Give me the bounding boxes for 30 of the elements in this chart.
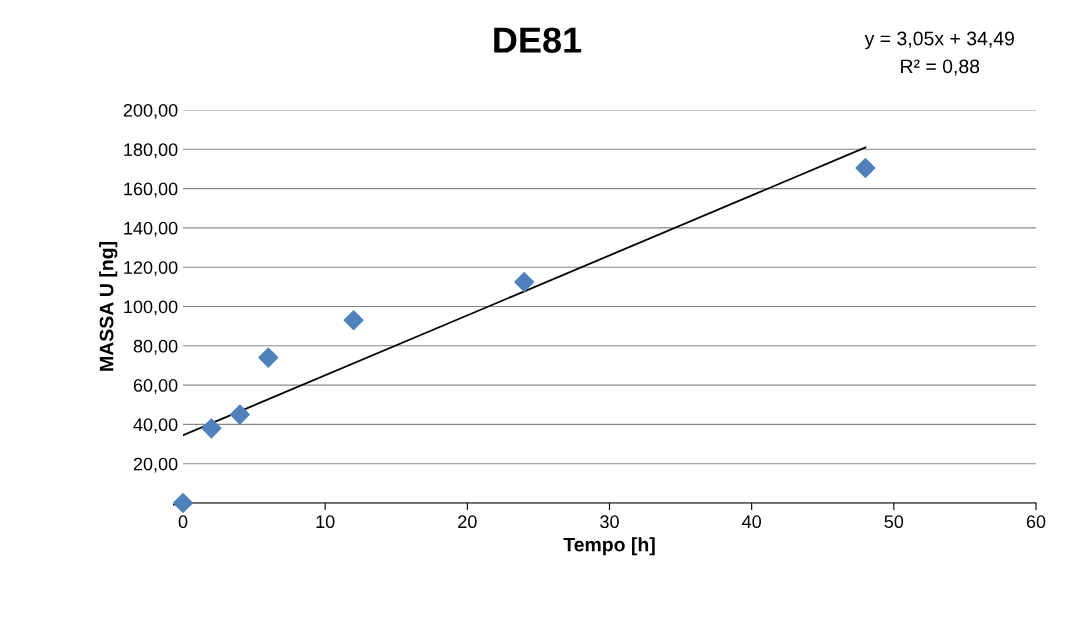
x-tick-label: 0 — [178, 515, 188, 529]
x-tick-label: 60 — [1026, 515, 1046, 529]
y-tick-label: - — [172, 504, 178, 506]
point — [258, 347, 279, 368]
point — [514, 271, 535, 292]
x-tick-label: 10 — [316, 515, 335, 529]
x-tick-label: 50 — [884, 515, 904, 529]
y-axis-title: MASSA U [ng] — [99, 242, 118, 371]
point — [855, 157, 876, 178]
x-tick-label: 40 — [742, 515, 761, 529]
y-tick-label: 20,00 — [133, 457, 178, 473]
y-tick-label: 40,00 — [133, 418, 178, 434]
chart-title: DE81 — [494, 27, 582, 53]
point — [172, 492, 194, 514]
y-tick-label: 100,00 — [124, 300, 178, 316]
x-axis-title: Tempo [h] — [563, 537, 655, 556]
x-tick-label: 30 — [600, 515, 619, 529]
y-tick-label: 160,00 — [124, 182, 178, 198]
y-tick-label: 120,00 — [124, 261, 178, 277]
y-tick-label: 60,00 — [133, 379, 178, 394]
point — [343, 310, 364, 331]
text: R² = 0,88 — [901, 59, 980, 76]
point — [229, 404, 250, 425]
x-tick-label: 20 — [458, 515, 477, 529]
point — [201, 418, 222, 439]
y-tick-label: 80,00 — [133, 339, 178, 355]
text: y = 3,05x + 34,49 — [864, 31, 1014, 50]
y-tick-label: 140,00 — [124, 221, 178, 237]
y-tick-label: 200,00 — [123, 103, 178, 119]
y-tick-label: 180,00 — [124, 143, 178, 159]
